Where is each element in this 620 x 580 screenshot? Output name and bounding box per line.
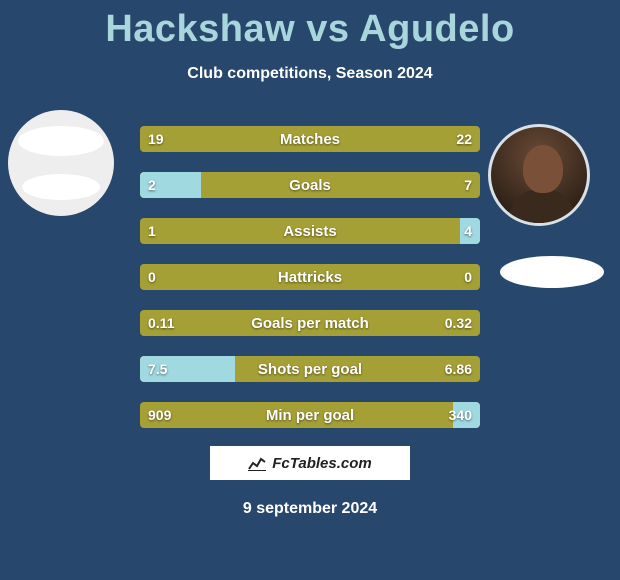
player-left-avatar <box>8 110 114 216</box>
avatar-placeholder-shape <box>22 174 100 200</box>
branding-badge: FcTables.com <box>210 446 410 480</box>
stat-label: Hattricks <box>140 264 480 290</box>
stat-row: 0.110.32Goals per match <box>140 310 480 336</box>
stat-label: Goals per match <box>140 310 480 336</box>
stat-label: Min per goal <box>140 402 480 428</box>
stat-row: 14Assists <box>140 218 480 244</box>
stat-row: 909340Min per goal <box>140 402 480 428</box>
comparison-title: Hackshaw vs Agudelo <box>0 0 620 51</box>
branding-text: FcTables.com <box>272 455 371 472</box>
player-right-avatar <box>488 124 590 226</box>
stat-row: 7.56.86Shots per goal <box>140 356 480 382</box>
comparison-subtitle: Club competitions, Season 2024 <box>0 65 620 83</box>
comparison-date: 9 september 2024 <box>0 500 620 518</box>
stat-label: Assists <box>140 218 480 244</box>
stat-row: 00Hattricks <box>140 264 480 290</box>
stat-label: Goals <box>140 172 480 198</box>
stat-row: 27Goals <box>140 172 480 198</box>
comparison-bars: 1922Matches 27Goals 14Assists 00Hattricks 0.… <box>140 126 480 448</box>
player-right-flag <box>500 256 604 288</box>
stat-label: Shots per goal <box>140 356 480 382</box>
avatar-placeholder-shape <box>18 126 104 156</box>
stat-row: 1922Matches <box>140 126 480 152</box>
stat-label: Matches <box>140 126 480 152</box>
branding-icon <box>248 455 266 471</box>
